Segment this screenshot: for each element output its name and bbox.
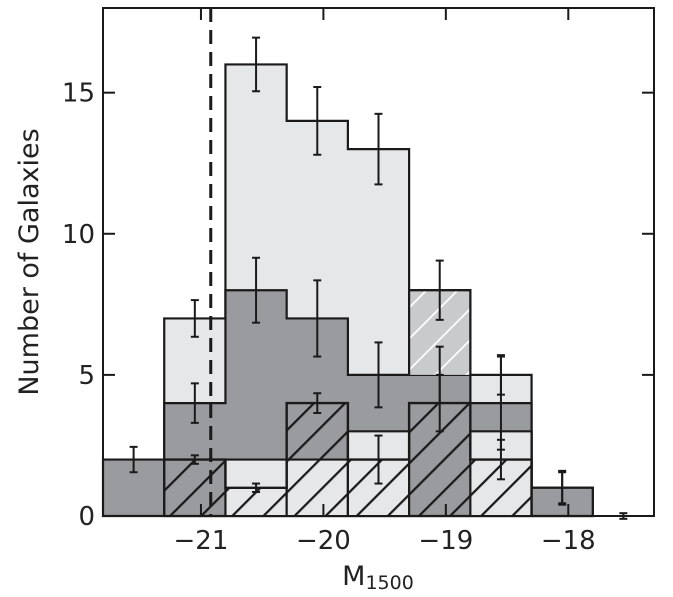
x-tick-label: −21 [174, 526, 229, 556]
x-tick-label: −19 [418, 526, 473, 556]
hatched-black-bar [164, 459, 226, 516]
y-tick-label: 15 [62, 79, 95, 109]
hatched-black-bar [286, 403, 348, 516]
y-tick-label: 0 [78, 502, 95, 532]
x-axis-title-main: M [342, 561, 365, 592]
axes: −21 −20 −19 −18 0 5 10 15 [62, 7, 655, 556]
x-axis-title: M1500 [342, 561, 414, 594]
x-tick-label: −20 [296, 526, 351, 556]
y-tick-label: 10 [62, 220, 95, 250]
y-tick-label: 5 [78, 361, 95, 391]
y-axis-title: Number of Galaxies [14, 128, 45, 395]
histogram-hatched-outline [163, 401, 533, 516]
x-tick-label: −18 [541, 526, 596, 556]
plot-area [101, 8, 628, 520]
x-axis-title-subscript: 1500 [365, 572, 413, 594]
plot-frame [102, 7, 655, 517]
